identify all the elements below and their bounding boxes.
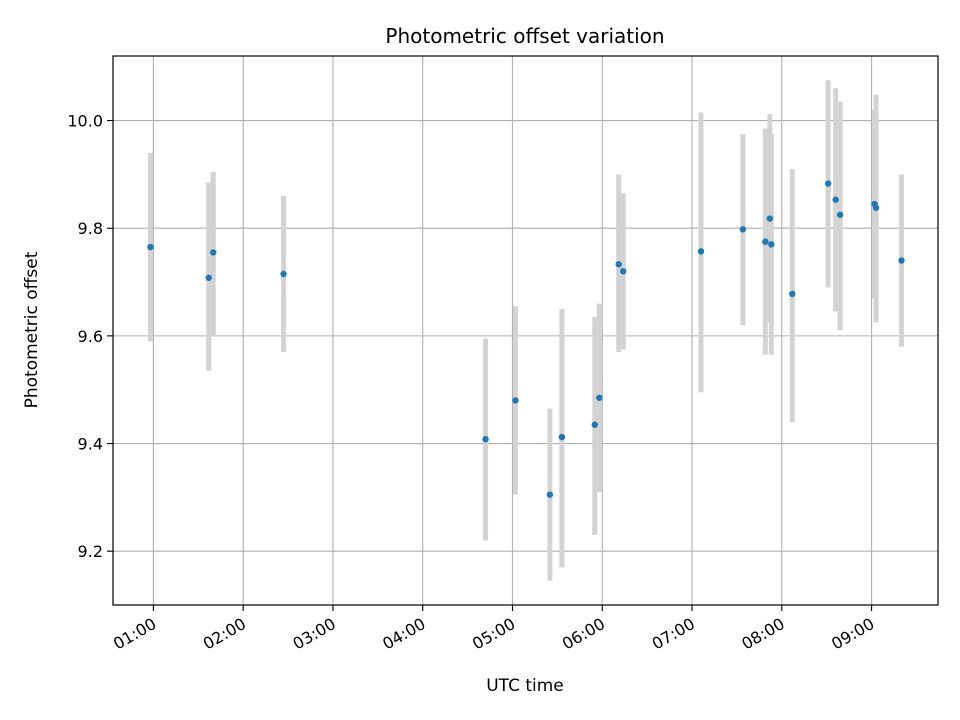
plot-frame [112,55,939,606]
y-tick-label: 10.0 [67,112,103,131]
x-axis-label: UTC time [486,676,564,696]
data-point [596,394,603,401]
y-axis-label: Photometric offset [22,251,42,408]
chart-title: Photometric offset variation [385,24,664,48]
data-point [210,249,217,256]
data-point [739,226,747,233]
data-point [766,215,774,222]
data-point [832,196,839,203]
y-tick-label: 9.2 [78,542,103,561]
data-point [824,180,832,187]
data-point [558,433,566,441]
y-tick-label: 9.8 [78,219,103,238]
data-point [697,248,705,255]
data-point [836,211,844,218]
data-point [768,241,775,248]
data-points [147,180,905,498]
data-point [762,238,769,245]
y-axis-ticks: 9.2 9.4 9.6 9.8 10.0 [67,112,113,561]
data-point [546,491,554,498]
y-tick-label: 9.6 [78,327,103,346]
data-point [512,397,519,404]
data-point [280,270,287,278]
data-point [205,274,212,281]
data-point [789,290,796,298]
data-point [620,268,627,275]
data-point [898,257,905,264]
grid [113,56,938,605]
data-point [482,436,489,443]
data-point [615,261,622,268]
data-point [147,243,154,251]
data-point [872,204,880,211]
data-point [591,421,598,428]
y-tick-label: 9.4 [78,435,103,454]
